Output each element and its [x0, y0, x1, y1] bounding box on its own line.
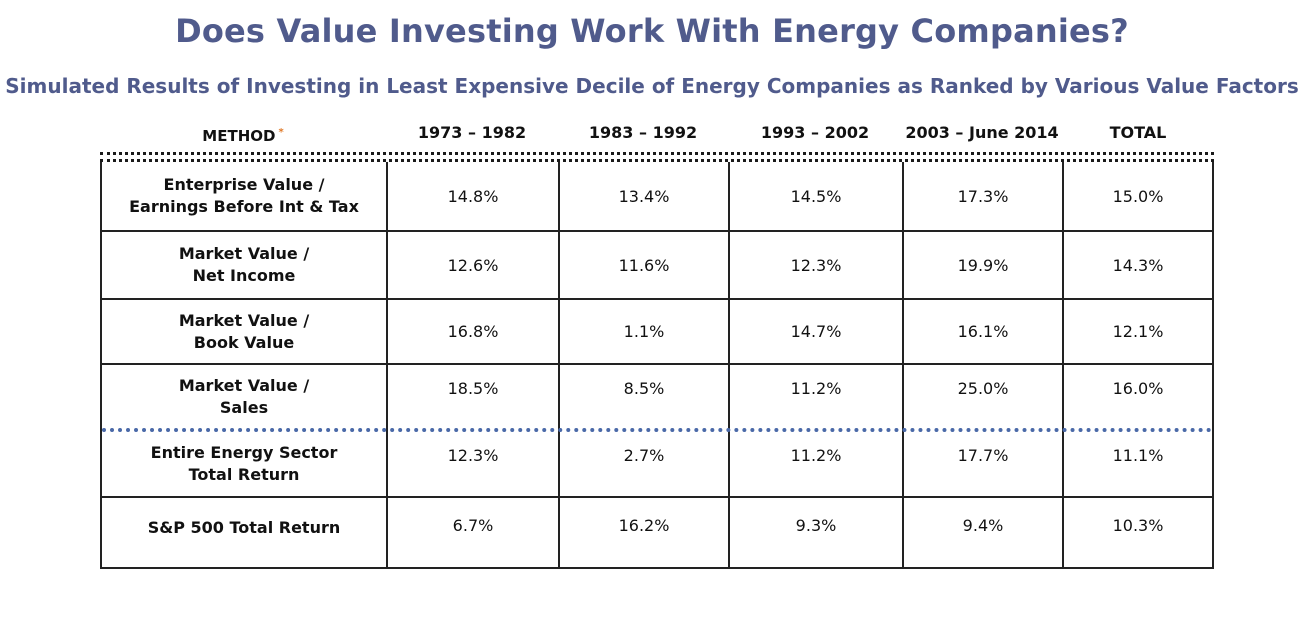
value-cell: 14.3% — [1112, 255, 1164, 275]
value-cell: 9.4% — [962, 516, 1004, 535]
value-cell: 14.5% — [790, 186, 842, 206]
value-cell: 11.2% — [790, 379, 842, 398]
header-divider — [100, 152, 1214, 162]
method-cell: Market Value / Net Income — [102, 232, 386, 298]
method-label: Market Value / — [178, 310, 310, 330]
value-cell: 17.7% — [957, 446, 1009, 465]
value-cell: 11.6% — [618, 255, 670, 275]
row-divider — [102, 496, 1212, 498]
table-header: METHOD * 1973 – 1982 1983 – 1992 1993 – 2… — [100, 118, 1214, 148]
value-cell: 18.5% — [447, 379, 499, 398]
header-method: METHOD * — [100, 118, 386, 148]
value-cell: 8.5% — [623, 379, 665, 398]
value-cell: 15.0% — [1112, 186, 1164, 206]
row-divider — [102, 230, 1212, 232]
header-period-3: 1993 – 2002 — [760, 123, 870, 142]
value-cell: 12.1% — [1112, 322, 1164, 341]
row-divider — [102, 363, 1212, 365]
value-cell: 11.1% — [1112, 446, 1164, 465]
table-row: Enterprise Value / Earnings Before Int &… — [102, 162, 1212, 230]
value-cell: 1.1% — [623, 322, 665, 341]
method-cell: Entire Energy Sector Total Return — [102, 432, 386, 496]
value-cell: 13.4% — [618, 186, 670, 206]
method-cell: S&P 500 Total Return — [102, 498, 386, 567]
value-cell: 12.3% — [447, 446, 499, 465]
page-subtitle: Simulated Results of Investing in Least … — [5, 74, 1299, 98]
value-cell: 16.8% — [447, 322, 499, 341]
page-title: Does Value Investing Work With Energy Co… — [175, 12, 1129, 50]
method-label: Sales — [219, 397, 269, 417]
method-cell: Market Value / Book Value — [102, 300, 386, 363]
header-total: TOTAL — [1109, 123, 1167, 142]
method-label: Net Income — [192, 266, 296, 285]
method-label: Market Value / — [178, 375, 310, 395]
benchmark-divider — [102, 428, 1212, 432]
header-period-2: 1983 – 1992 — [588, 123, 698, 142]
table-row: Entire Energy Sector Total Return 12.3% … — [102, 432, 1212, 496]
value-cell: 25.0% — [957, 379, 1009, 398]
header-period-1: 1973 – 1982 — [417, 123, 527, 142]
header-method-label: METHOD — [202, 127, 276, 145]
value-cell: 14.8% — [447, 186, 499, 206]
value-cell: 6.7% — [452, 516, 494, 535]
method-label: Entire Energy Sector — [150, 443, 338, 462]
header-period-4: 2003 – June 2014 — [905, 123, 1059, 142]
value-cell: 12.3% — [790, 255, 842, 275]
value-cell: 17.3% — [957, 186, 1009, 206]
value-cell: 19.9% — [957, 255, 1009, 275]
table-row: Market Value / Net Income 12.6% 11.6% 12… — [102, 232, 1212, 298]
value-cell: 10.3% — [1112, 516, 1164, 535]
table-row: S&P 500 Total Return 6.7% 16.2% 9.3% 9.4… — [102, 498, 1212, 567]
method-label: Earnings Before Int & Tax — [129, 197, 359, 216]
method-label: Enterprise Value / — [163, 175, 325, 194]
table-row: Market Value / Book Value 16.8% 1.1% 14.… — [102, 300, 1212, 363]
value-cell: 16.0% — [1112, 379, 1164, 398]
method-cell: Enterprise Value / Earnings Before Int &… — [102, 162, 386, 230]
method-label: Market Value / — [178, 244, 310, 263]
value-cell: 16.2% — [618, 516, 670, 535]
footnote-asterisk: * — [278, 127, 284, 138]
value-cell: 14.7% — [790, 322, 842, 341]
value-cell: 16.1% — [957, 322, 1009, 341]
method-label: Total Return — [188, 465, 300, 484]
row-divider — [102, 298, 1212, 300]
table-row: Market Value / Sales 18.5% 8.5% 11.2% 25… — [102, 365, 1212, 428]
results-table: Enterprise Value / Earnings Before Int &… — [100, 162, 1214, 569]
value-cell: 9.3% — [795, 516, 837, 535]
method-label: S&P 500 Total Return — [147, 518, 341, 537]
value-cell: 11.2% — [790, 446, 842, 465]
value-cell: 2.7% — [623, 446, 665, 465]
method-label: Book Value — [193, 332, 295, 352]
method-cell: Market Value / Sales — [102, 365, 386, 428]
value-cell: 12.6% — [447, 255, 499, 275]
